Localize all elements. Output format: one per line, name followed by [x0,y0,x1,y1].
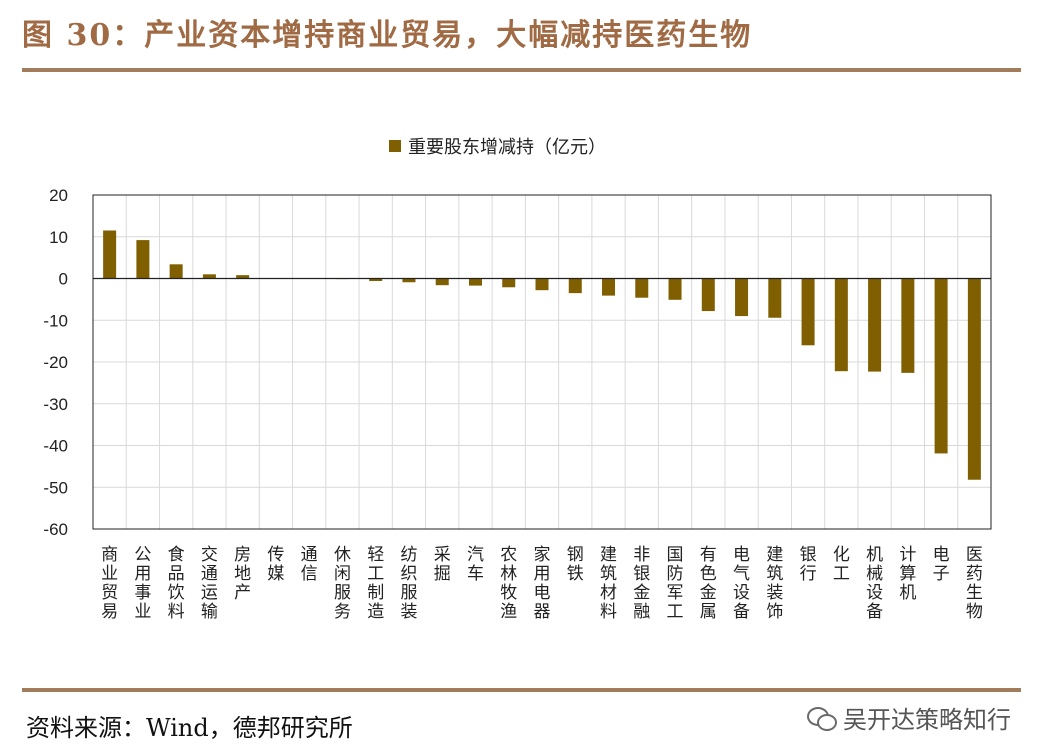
x-tick-label: 房地产 [234,545,251,603]
y-tick-label: -20 [43,353,68,372]
bar [136,240,150,279]
x-tick-label: 休闲服务 [334,545,351,622]
x-tick-label: 农林牧渔 [500,545,517,622]
bar [868,278,882,372]
bar [169,264,183,279]
x-tick-label: 公用事业 [134,545,151,622]
x-tick-label: 钢铁 [567,545,584,584]
bar [103,230,117,279]
bar [369,278,383,282]
x-tick-label: 化工 [833,545,850,584]
legend: 重要股东增减持（亿元） [389,137,606,158]
bar [967,278,981,480]
bar [535,278,549,291]
y-tick-label: -30 [43,395,68,414]
bar [801,278,815,346]
bar [735,278,749,317]
x-tick-label: 采掘 [434,545,451,584]
legend-swatch [389,140,401,152]
watermark: 吴开达策略知行 [807,700,1011,735]
y-tick-label: 0 [59,270,68,289]
x-tick-label: 交通运输 [201,545,218,622]
source-note: 资料来源：Wind，德邦研究所 [26,714,353,742]
x-tick-label: 通信 [301,545,318,584]
y-tick-label: 20 [49,186,68,205]
bar [901,278,915,373]
bottom-divider [22,688,1021,692]
x-tick-label: 食品饮料 [168,545,185,622]
bar [602,278,616,296]
bar [834,278,848,372]
wechat-icon [807,705,837,731]
plot-frame [92,194,992,530]
bar [635,278,649,298]
watermark-text: 吴开达策略知行 [843,706,1011,734]
x-tick-label: 非银金融 [633,545,650,622]
x-tick-label: 建筑装饰 [766,545,783,622]
bar [202,274,216,279]
x-tick-label: 银行 [800,545,817,584]
legend-label: 重要股东增减持（亿元） [408,137,606,158]
x-tick-label: 轻工制造 [367,545,384,622]
top-divider [22,68,1021,72]
y-tick-label: 10 [49,228,68,247]
bar [468,278,482,286]
x-tick-label: 家用电器 [534,545,551,622]
figure-title: 图 30：产业资本增持商业贸易，大幅减持医药生物 [22,18,753,53]
bar [402,278,416,283]
x-tick-label: 纺织服装 [400,545,417,622]
x-tick-label: 机械设备 [866,545,883,622]
bar [502,278,516,288]
bar [236,275,250,279]
bar [701,278,715,312]
y-tick-label: -50 [43,478,68,497]
x-tick-label: 电子 [933,545,950,584]
bar [934,278,948,454]
bar [435,278,449,286]
x-tick-label: 传媒 [267,545,284,584]
x-tick-label: 汽车 [467,545,484,584]
bar [568,278,582,294]
y-tick-label: -60 [43,520,68,539]
bar-chart: 重要股东增减持（亿元） 20 10 0 -10 -20 -30 -40 -50 -60 商业贸易公用… [43,137,992,622]
x-tick-label: 建筑材料 [600,545,617,622]
bar [768,278,782,318]
y-tick-label: -40 [43,437,68,456]
x-tick-label: 计算机 [899,545,916,603]
x-tick-label: 医药生物 [966,545,983,622]
y-tick-label: -10 [43,311,68,330]
x-tick-label: 电气设备 [733,545,750,622]
bar [668,278,682,300]
x-tick-label: 国防军工 [667,545,684,622]
x-tick-label: 商业贸易 [101,545,118,622]
x-tick-label: 有色金属 [700,545,717,622]
